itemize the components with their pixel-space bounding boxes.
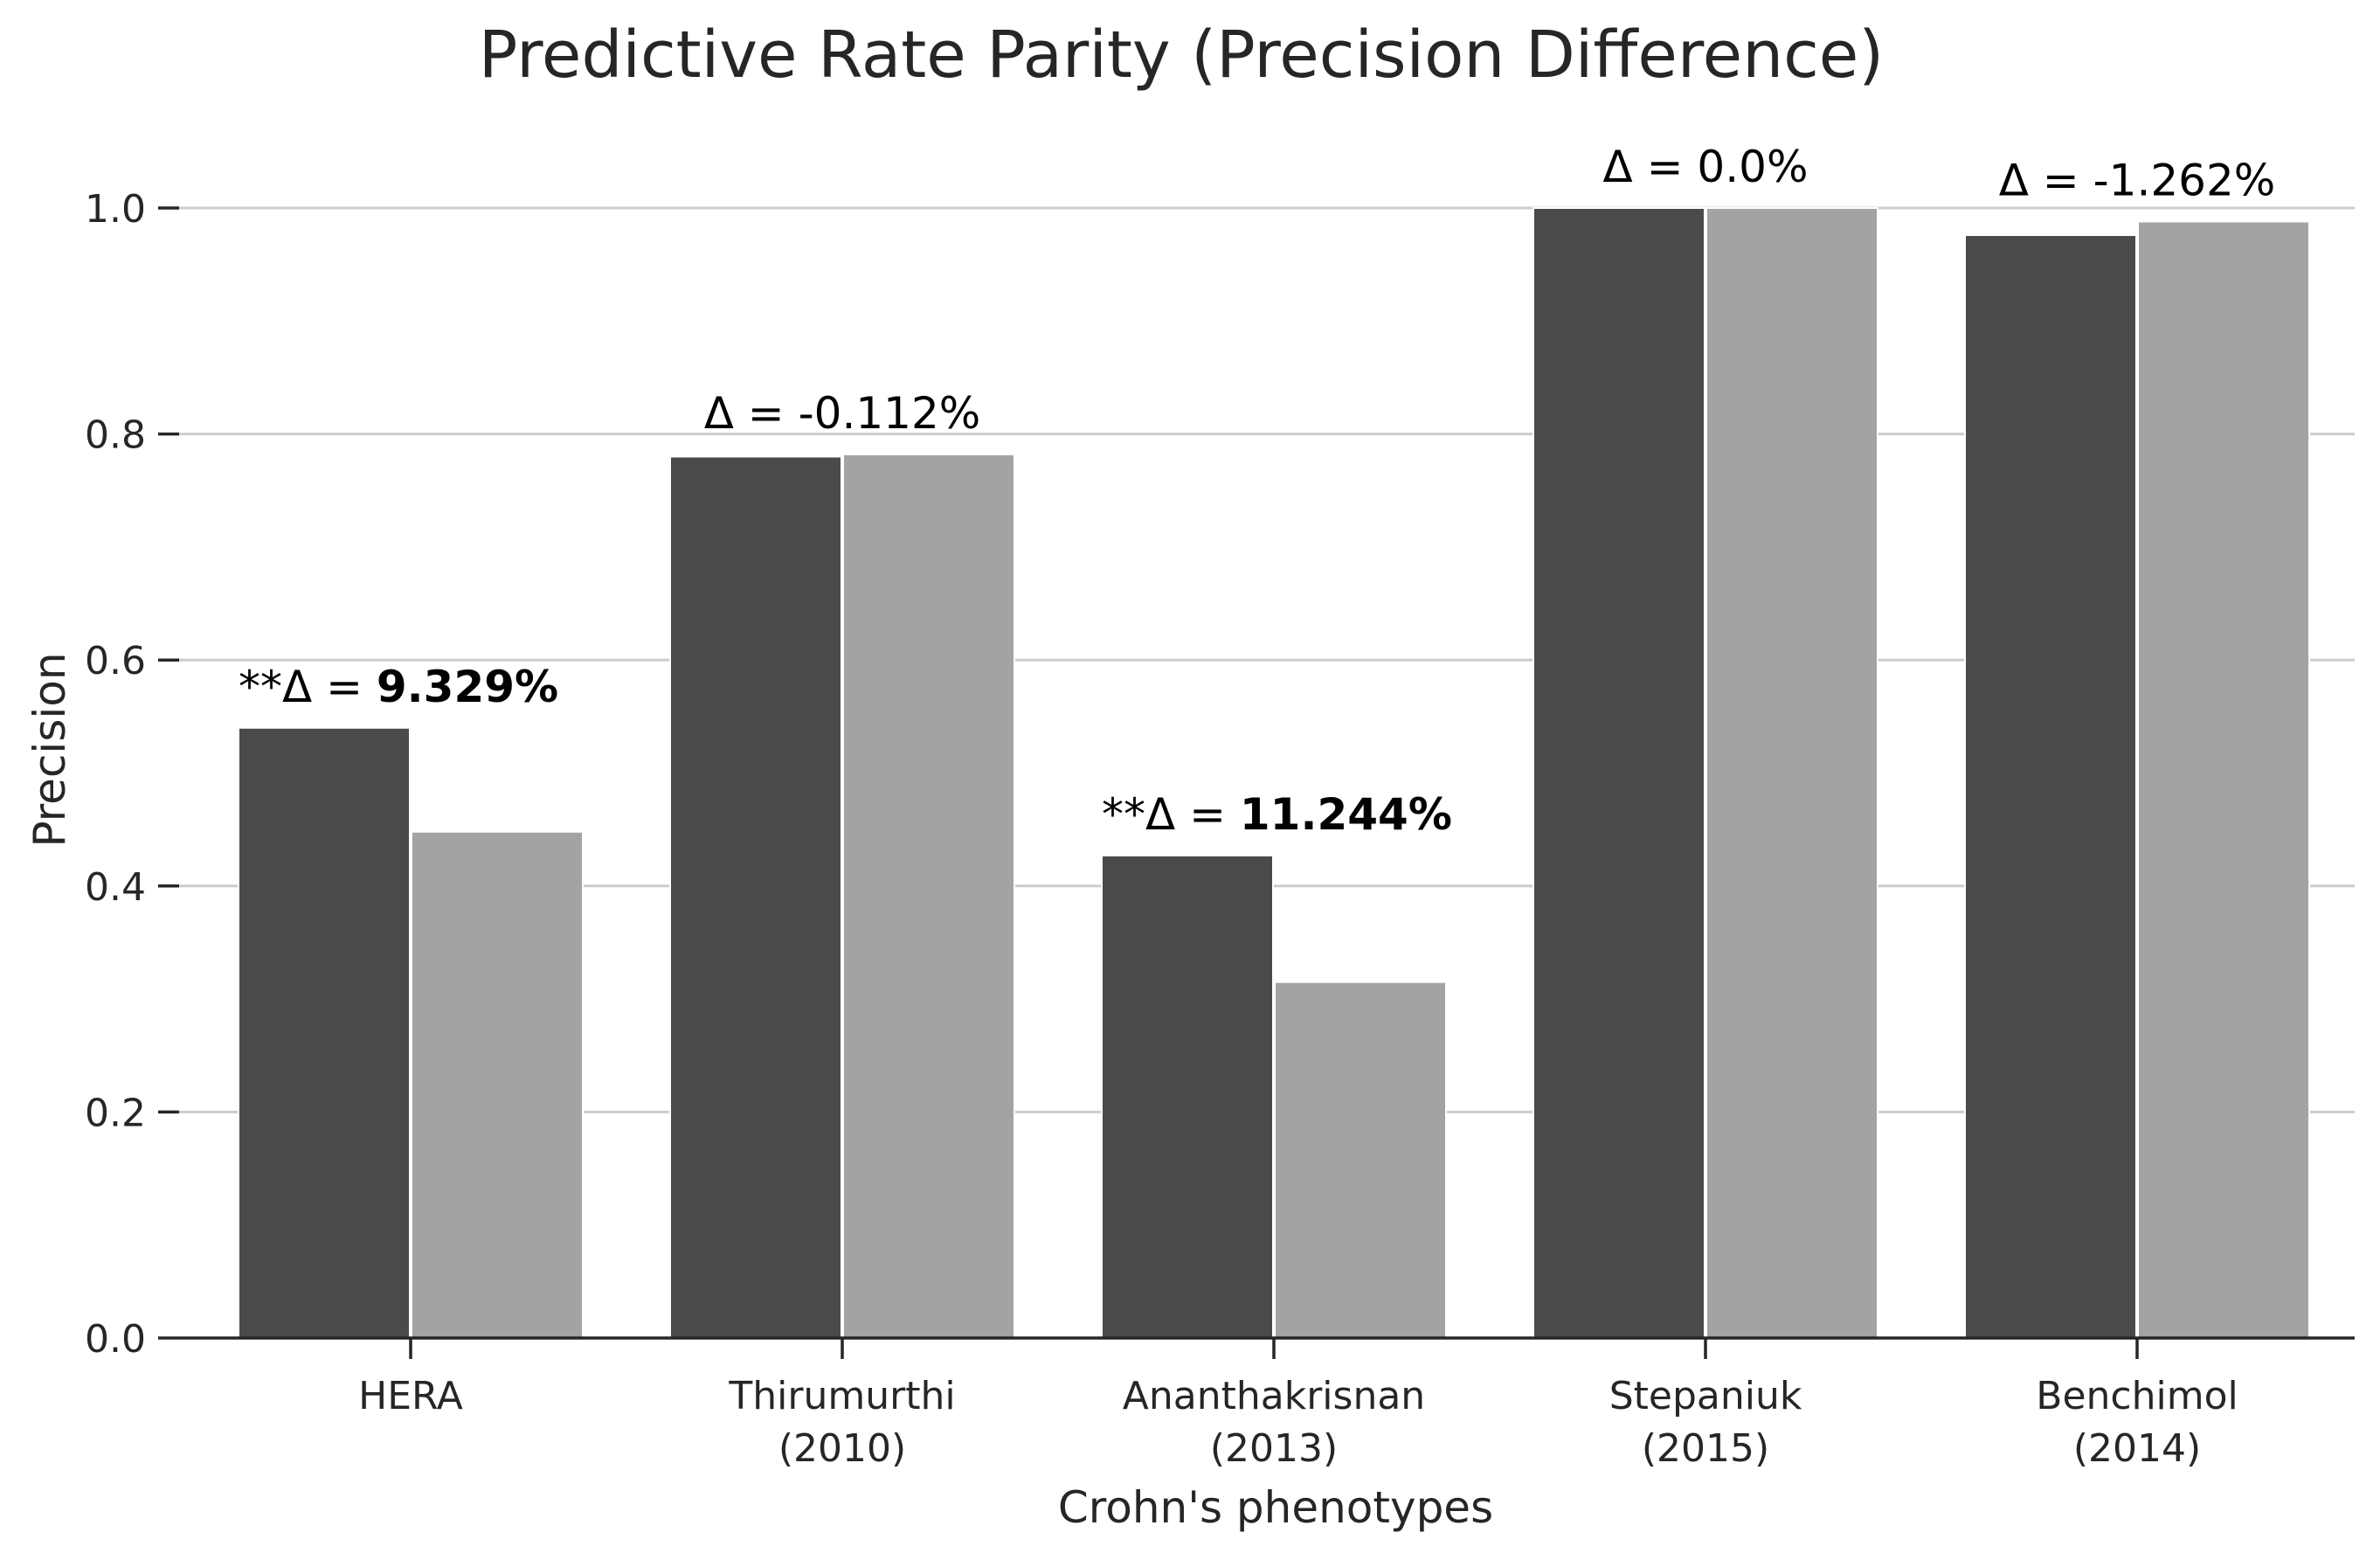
bar	[1705, 207, 1878, 1339]
bar	[1532, 207, 1705, 1339]
bars	[238, 207, 2310, 1340]
x-tick-label: Benchimol	[2036, 1374, 2238, 1418]
y-tick-label: 0.8	[85, 413, 146, 458]
bar-annotations: **Δ = 9.329% Δ = -0.112% **Δ = 11.244% Δ = …	[239, 142, 2275, 840]
y-tick-label: 0.6	[85, 639, 146, 683]
y-tick-label: 0.2	[85, 1091, 146, 1135]
bar	[2137, 220, 2310, 1340]
bar	[1274, 981, 1447, 1339]
y-tick-label: 0.4	[85, 865, 146, 910]
y-axis-label: Precision	[24, 652, 75, 847]
y-axis: 0.0 0.2 0.4 0.6 0.8 1.0	[85, 187, 179, 1362]
chart-title: Predictive Rate Parity (Precision Differ…	[479, 17, 1884, 93]
y-tick-label: 0.0	[85, 1317, 146, 1362]
x-axis-label: Crohn's phenotypes	[1058, 1482, 1493, 1533]
bar	[238, 726, 411, 1339]
x-axis: HERA Thirumurthi (2010) Ananthakrisnan (2013…	[179, 1336, 2355, 1471]
x-tick-label: (2014)	[2073, 1426, 2201, 1471]
bar	[1964, 234, 2137, 1340]
bar	[1101, 854, 1274, 1339]
x-tick-label: (2015)	[1642, 1426, 1769, 1471]
x-tick-label: (2013)	[1210, 1426, 1338, 1471]
x-tick-label: (2010)	[778, 1426, 906, 1471]
y-tick-label: 1.0	[85, 187, 146, 232]
bar	[842, 453, 1015, 1339]
delta-annotation: **Δ = 9.329%	[239, 662, 558, 712]
delta-annotation: Δ = -1.262%	[1999, 156, 2276, 206]
delta-annotation: Δ = -0.112%	[704, 388, 981, 439]
x-tick-label: Ananthakrisnan	[1123, 1374, 1425, 1418]
x-tick-label: Stepaniuk	[1609, 1374, 1802, 1418]
delta-annotation: Δ = 0.0%	[1603, 142, 1809, 192]
x-tick-label: Thirumurthi	[728, 1374, 955, 1418]
bar	[411, 830, 584, 1339]
delta-annotation: **Δ = 11.244%	[1102, 789, 1452, 840]
bar	[669, 455, 842, 1339]
x-tick-label: HERA	[358, 1374, 463, 1418]
